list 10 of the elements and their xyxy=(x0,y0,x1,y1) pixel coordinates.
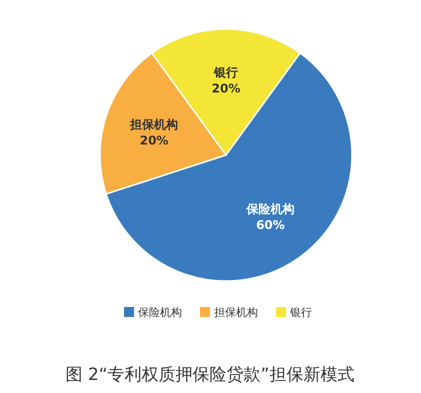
data-label: 20% xyxy=(212,81,240,96)
text: 图 2“专利权质押保险贷款”担保新模式 xyxy=(66,365,354,385)
slice-label: 银行 xyxy=(213,65,238,80)
legend-label: 担保机构 xyxy=(214,306,258,319)
slice-label: 担保机构 xyxy=(129,118,178,132)
legend-label: 保险机构 xyxy=(138,306,182,319)
data-label: 20% xyxy=(140,134,168,148)
slice-label: 保险机构 xyxy=(245,202,294,216)
data-label: 60% xyxy=(256,218,285,232)
legend-label: 银行 xyxy=(289,306,312,319)
